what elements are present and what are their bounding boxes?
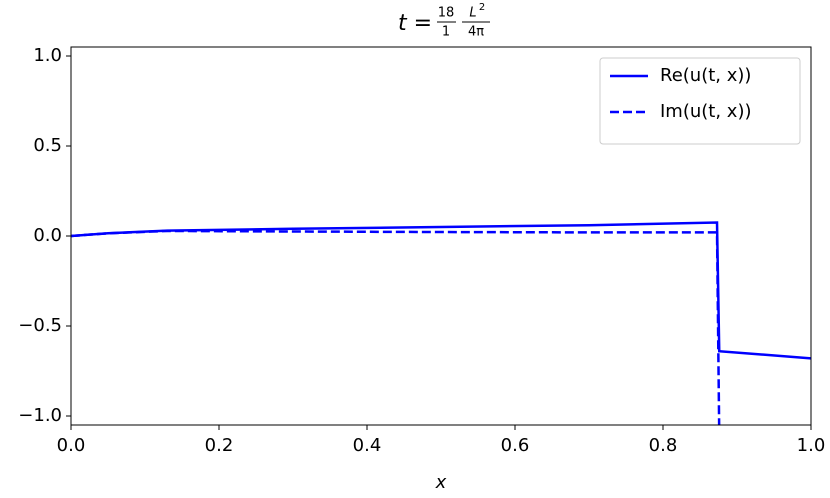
y-tick-label: 1.0 xyxy=(33,45,62,66)
legend-box xyxy=(599,57,801,145)
x-tick-label: 0.8 xyxy=(649,435,678,456)
series-line xyxy=(71,221,811,360)
y-tick-label: −0.5 xyxy=(18,315,62,336)
x-tick-label: 0.6 xyxy=(501,435,530,456)
title-lhs: t = xyxy=(398,11,432,36)
series-line xyxy=(71,229,721,425)
x-axis-label: x xyxy=(435,472,447,493)
y-tick-label: −1.0 xyxy=(18,405,62,426)
x-tick-label: 0.4 xyxy=(353,435,382,456)
axes-frame xyxy=(70,46,812,426)
legend-label: Im(u(t, x)) xyxy=(660,101,752,122)
x-tick-label: 0.0 xyxy=(57,435,86,456)
title-frac2-num: L xyxy=(469,6,476,21)
legend-label: Re(u(t, x)) xyxy=(660,65,751,86)
title-frac1-num: 18 xyxy=(438,6,455,21)
x-tick-label: 1.0 xyxy=(797,435,826,456)
title-frac2-sup: 2 xyxy=(479,2,485,13)
x-tick-label: 0.2 xyxy=(205,435,234,456)
y-tick-label: 0.5 xyxy=(33,135,62,156)
plot-area xyxy=(71,221,811,425)
title-frac1-den: 1 xyxy=(442,25,450,40)
y-tick-label: 0.0 xyxy=(33,225,62,246)
title-frac2-den: 4π xyxy=(468,25,484,40)
